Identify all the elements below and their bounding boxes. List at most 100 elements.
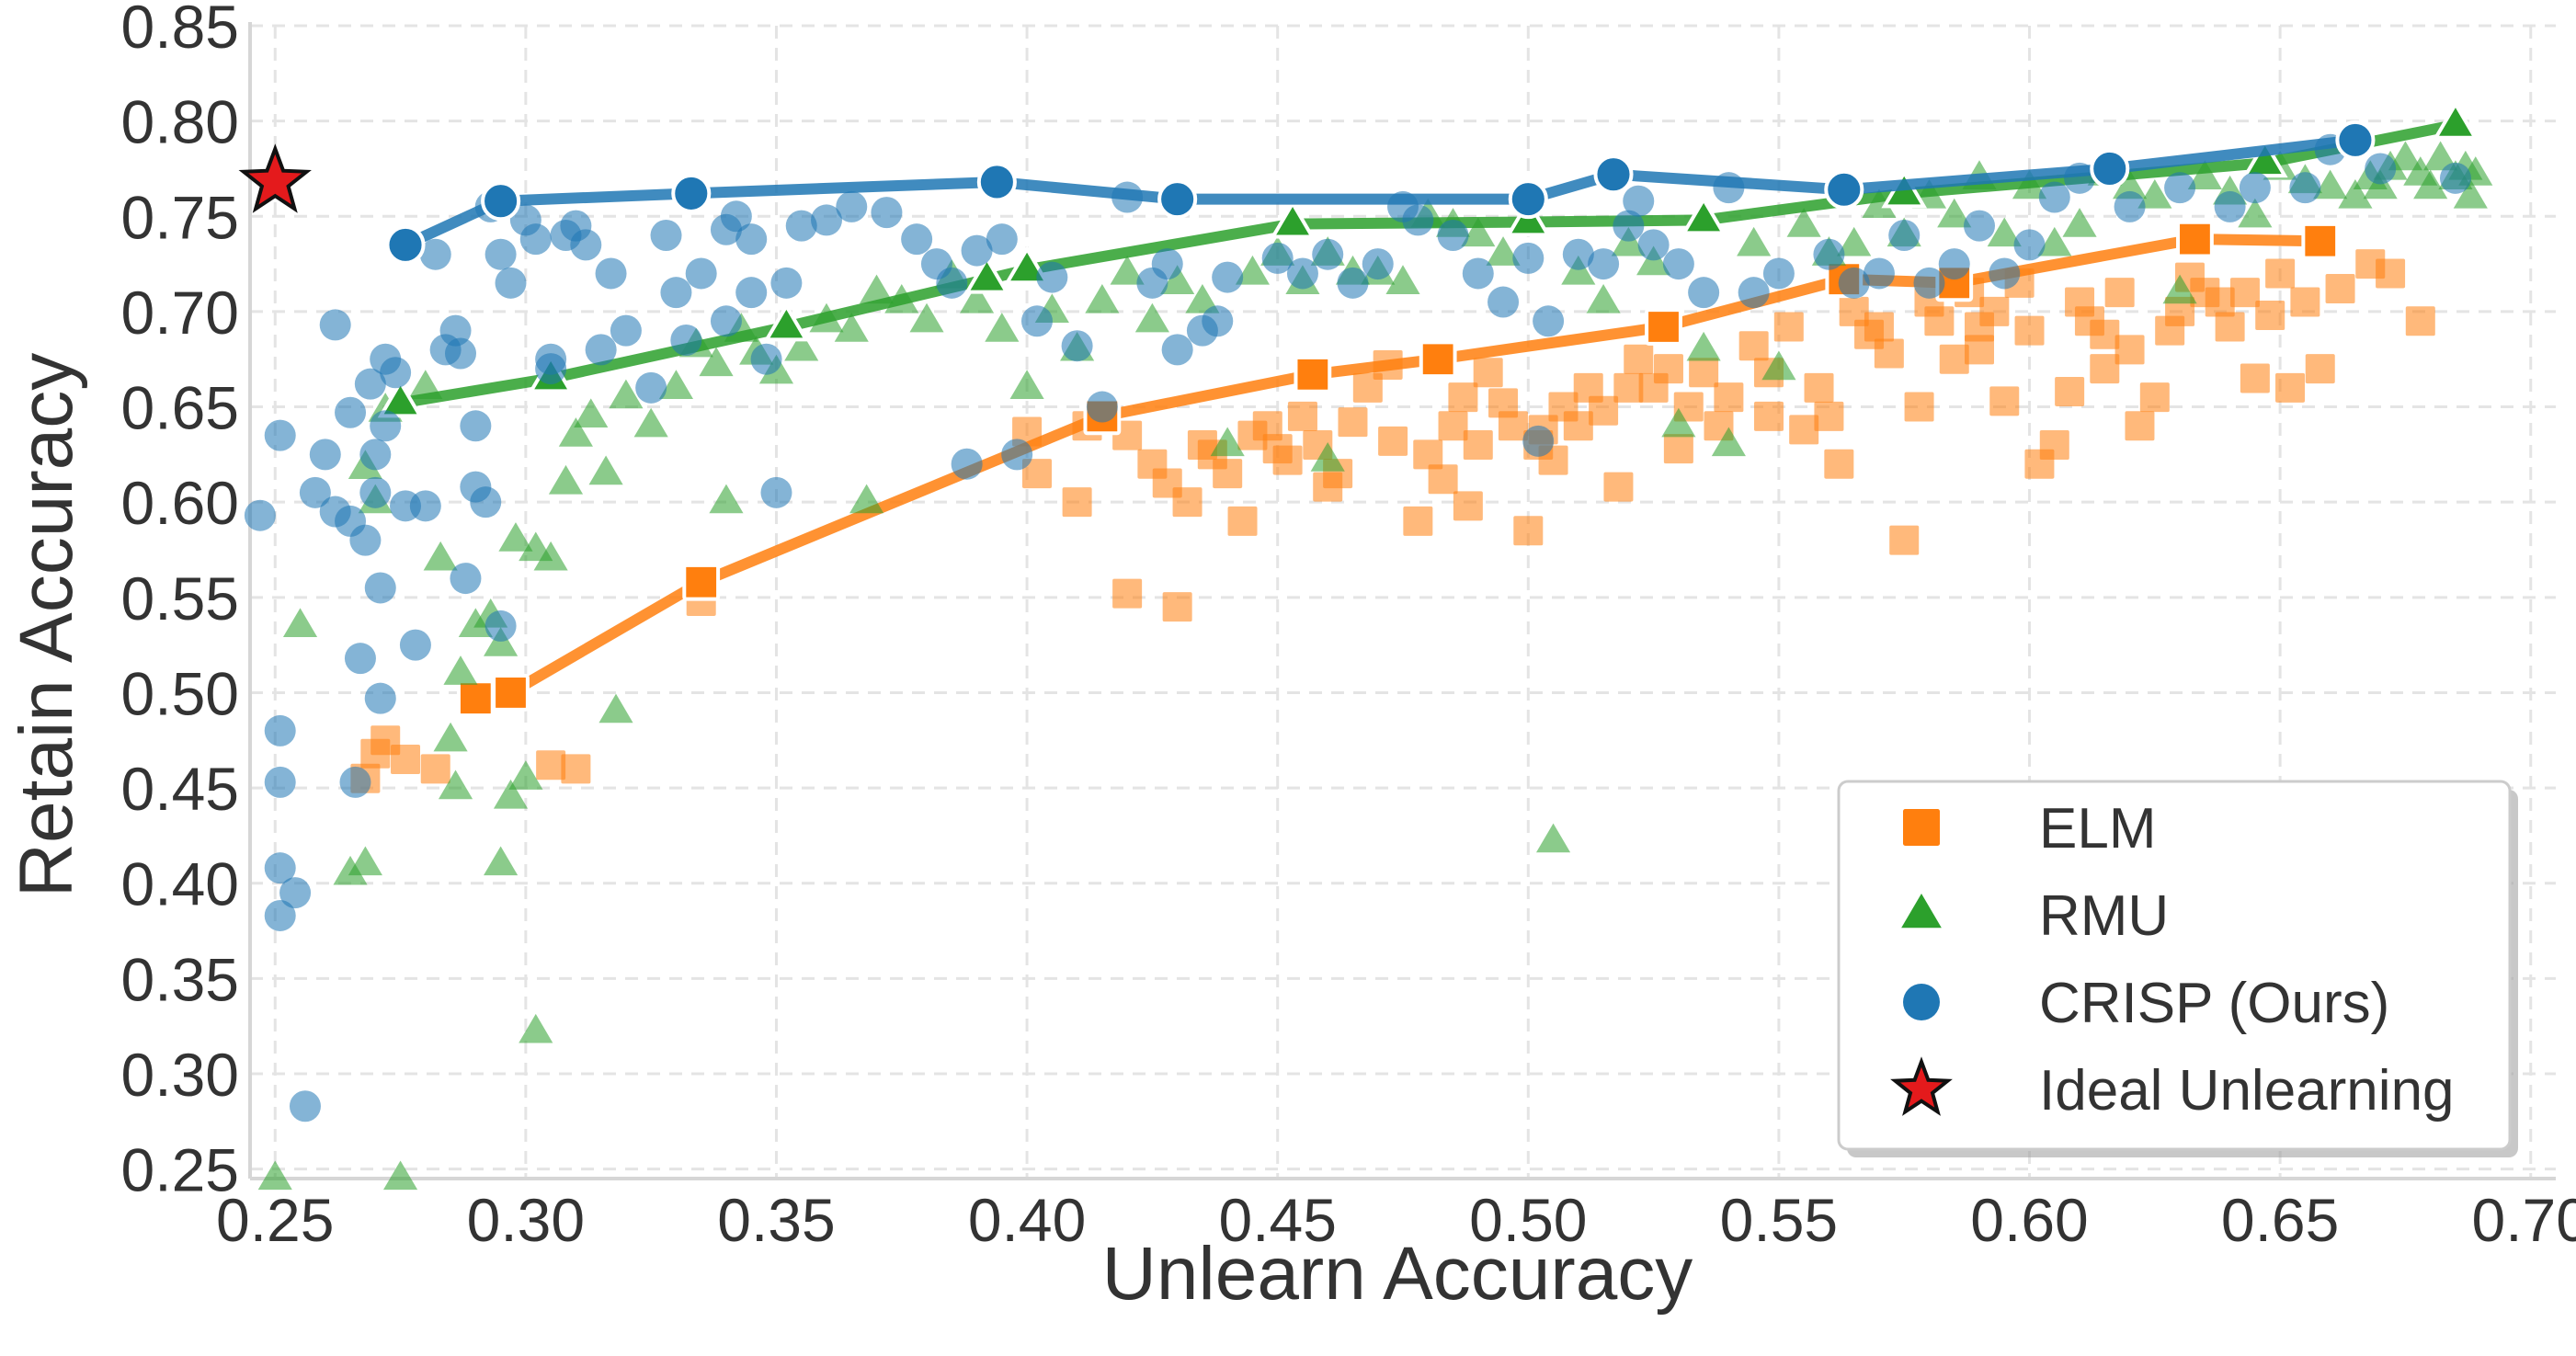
crisp-point: [1161, 334, 1193, 366]
grid-lines: [250, 24, 2556, 1179]
y-tick-labels: 0.25 0.30 0.35 0.40 0.45 0.50 0.55 0.60 0.65 0.70…: [121, 0, 239, 1204]
elm-point: [2229, 278, 2260, 308]
rmu-legend-label: RMU: [2039, 884, 2169, 948]
rmu-point: [588, 455, 623, 485]
rmu-point: [2423, 141, 2458, 171]
elm-point: [391, 745, 421, 774]
rmu-point: [484, 627, 519, 656]
elm-point: [1624, 344, 1654, 374]
rmu-point: [609, 379, 644, 409]
elm-point: [1979, 296, 2010, 326]
rmu-point: [699, 347, 734, 377]
elm-point: [1589, 395, 1619, 426]
crisp-point: [585, 334, 617, 366]
crisp-point: [2365, 153, 2397, 185]
crisp-point: [710, 305, 742, 337]
crisp-point: [760, 476, 792, 508]
ideal-legend-label: Ideal Unlearning: [2039, 1059, 2455, 1122]
elm-point: [1172, 487, 1203, 518]
rmu-point: [1160, 265, 1195, 294]
rmu-point: [257, 1160, 292, 1191]
elm-legend-marker: [1903, 809, 1940, 846]
rmu-point: [1837, 226, 1872, 256]
elm-point: [1062, 487, 1092, 518]
rmu-point: [1711, 427, 1746, 457]
elm-point: [1313, 472, 1343, 502]
rmu-frontier-point: [377, 378, 424, 418]
crisp-point: [1964, 210, 1995, 242]
crisp-legend-marker: [1903, 984, 1940, 1020]
crisp-point: [1637, 229, 1670, 261]
elm-point: [1839, 296, 1869, 326]
x-tick-label: 0.25: [216, 1186, 334, 1254]
rmu-point: [1110, 255, 1145, 285]
elm-point: [1754, 401, 1784, 431]
crisp-point: [1588, 248, 1620, 280]
crisp-point: [770, 267, 803, 299]
crisp-frontier-point: [1508, 179, 1548, 220]
crisp-point: [380, 357, 412, 389]
crisp-point: [1888, 220, 1921, 251]
ideal-legend-marker: [1890, 1056, 1953, 1116]
y-tick-label: 0.25: [121, 1136, 239, 1204]
crisp-frontier-point: [976, 162, 1017, 202]
crisp-point: [244, 499, 276, 531]
y-tick-label: 0.85: [121, 0, 239, 61]
rmu-point: [574, 398, 609, 428]
y-tick-label: 0.70: [121, 279, 239, 347]
rmu-frontier-point: [2433, 100, 2479, 140]
elm-point: [1874, 338, 1904, 369]
rmu-point: [2062, 208, 2097, 237]
elm-point: [2014, 315, 2045, 346]
y-tick-label: 0.35: [121, 945, 239, 1013]
crisp-point: [2013, 229, 2046, 261]
elm-point: [1463, 430, 1493, 460]
x-tick-label: 0.70: [2472, 1186, 2576, 1254]
crisp-point: [344, 643, 376, 675]
rmu-point: [484, 846, 519, 876]
ideal-unlearning-series: [238, 143, 312, 213]
crisp-point: [264, 419, 296, 451]
elm-point: [1939, 344, 1969, 374]
elm-point: [1438, 411, 1468, 441]
elm-point: [2405, 306, 2435, 336]
crisp-point: [1362, 248, 1394, 280]
crisp-point: [1613, 210, 1645, 242]
rmu-point: [909, 302, 944, 333]
rmu-point: [784, 331, 819, 361]
rmu-point: [519, 1013, 553, 1043]
crisp-frontier-point: [2090, 148, 2130, 189]
axes-frame: [248, 22, 2556, 1180]
y-tick-label: 0.80: [121, 88, 239, 156]
crisp-point: [1533, 305, 1565, 337]
y-tick-label: 0.50: [121, 659, 239, 727]
elm-point: [2305, 354, 2335, 384]
y-tick-label: 0.45: [121, 755, 239, 823]
rmu-point: [2112, 169, 2148, 199]
crisp-frontier-point: [1824, 169, 1864, 210]
rmu-point: [1235, 255, 1271, 285]
crisp-point: [1813, 238, 1845, 270]
elm-point: [2165, 296, 2195, 326]
crisp-point: [335, 396, 367, 428]
crisp-point: [961, 234, 993, 267]
rmu-point: [348, 846, 382, 876]
elm-series: [350, 220, 2435, 793]
y-tick-label: 0.75: [121, 183, 239, 251]
rmu-point: [1210, 427, 1245, 457]
crisp-point: [570, 229, 602, 261]
elm-frontier-point: [1294, 355, 1332, 393]
elm-frontier-point: [1419, 340, 1457, 379]
rmu-point: [508, 760, 543, 790]
crisp-point: [836, 190, 868, 222]
crisp-point: [785, 210, 817, 242]
crisp-point: [299, 476, 331, 508]
elm-point: [1513, 516, 1544, 546]
crisp-point: [484, 238, 517, 270]
elm-point: [1473, 358, 1503, 388]
rmu-point: [985, 313, 1020, 342]
elm-point: [1904, 392, 1934, 422]
x-tick-label: 0.65: [2221, 1186, 2339, 1254]
elm-point: [1804, 372, 1834, 403]
